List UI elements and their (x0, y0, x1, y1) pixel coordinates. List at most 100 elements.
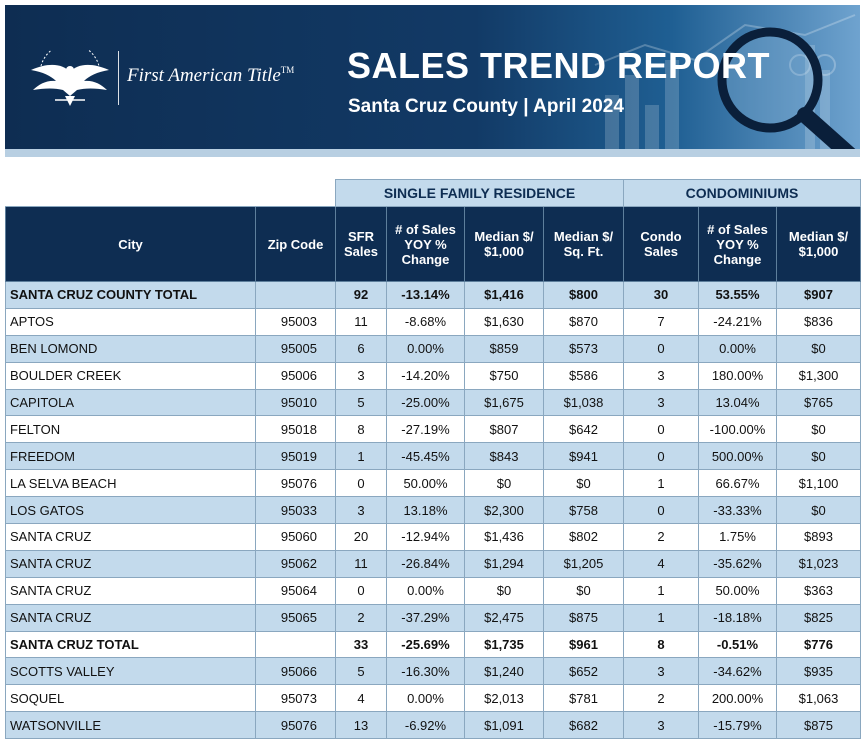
condo-yoy-cell: 50.00% (698, 576, 777, 605)
sfr-sales-cell: 2 (335, 603, 387, 632)
sfr-yoy-cell: -16.30% (386, 657, 465, 686)
table-row: SANTA CRUZ 95060 20 -12.94% $1,436 $802 2 1.75%… (5, 523, 861, 551)
condo-median-cell: $1,023 (776, 549, 861, 578)
condo-sales-cell: 0 (623, 334, 699, 363)
sfr-sqft-cell: $0 (543, 576, 624, 605)
table-row: LA SELVA BEACH 95076 0 50.00% $0 $0 1 66.67% $1,… (5, 469, 861, 498)
condo-median-cell: $1,100 (776, 469, 861, 498)
col-sfr-median-sqft-header: Median $/ Sq. Ft. (543, 206, 624, 282)
condo-yoy-cell: -34.62% (698, 657, 777, 686)
condo-yoy-cell: 200.00% (698, 684, 777, 713)
eagle-icon (31, 50, 109, 106)
zip-code-cell: 95010 (255, 388, 336, 417)
condo-median-cell: $875 (776, 711, 861, 740)
sfr-median-cell: $1,436 (464, 523, 544, 551)
report-banner: First American TitleTM SALES TREND REPOR… (5, 5, 860, 149)
col-sfr-sales-header: SFR Sales (335, 206, 387, 282)
sfr-median-cell: $859 (464, 334, 544, 363)
table-row: BOULDER CREEK 95006 3 -14.20% $750 $586 3 180.0… (5, 361, 861, 390)
col-city-header: City (5, 206, 256, 282)
zip-code-cell: 95005 (255, 334, 336, 363)
sfr-yoy-cell: 0.00% (386, 576, 465, 605)
condo-median-cell: $893 (776, 523, 861, 551)
table-row: APTOS 95003 11 -8.68% $1,630 $870 7 -24.21% $836 (5, 307, 861, 336)
city-cell: BOULDER CREEK (5, 361, 256, 390)
condo-median-cell: $1,300 (776, 361, 861, 390)
condo-yoy-cell: 13.04% (698, 388, 777, 417)
sfr-median-cell: $1,675 (464, 388, 544, 417)
condo-median-cell: $765 (776, 388, 861, 417)
logo-divider (118, 51, 119, 105)
sfr-median-cell: $2,013 (464, 684, 544, 713)
condo-yoy-cell: 0.00% (698, 334, 777, 363)
condo-median-cell: $935 (776, 657, 861, 686)
sfr-median-cell: $0 (464, 576, 544, 605)
sfr-sqft-cell: $875 (543, 603, 624, 632)
condo-sales-cell: 0 (623, 442, 699, 471)
condo-median-cell: $1,063 (776, 684, 861, 713)
condo-median-cell: $0 (776, 442, 861, 471)
group-header-sfr: SINGLE FAMILY RESIDENCE (335, 179, 624, 207)
report-title: SALES TREND REPORT (347, 45, 771, 86)
col-sfr-yoy-change-header: # of Sales YOY % Change (386, 206, 465, 282)
condo-median-cell: $363 (776, 576, 861, 605)
sfr-sales-cell: 4 (335, 684, 387, 713)
company-name: First American TitleTM (127, 65, 295, 86)
sfr-yoy-cell: -27.19% (386, 415, 465, 444)
condo-yoy-cell: -18.18% (698, 603, 777, 632)
city-cell: SCOTTS VALLEY (5, 657, 256, 686)
condo-sales-cell: 3 (623, 388, 699, 417)
zip-code-cell: 95064 (255, 576, 336, 605)
city-cell: SANTA CRUZ (5, 576, 256, 605)
condo-median-cell: $0 (776, 334, 861, 363)
sfr-sales-cell: 6 (335, 334, 387, 363)
sfr-median-cell: $750 (464, 361, 544, 390)
total-row: SANTA CRUZ TOTAL 33 -25.69% $1,735 $961 8 -0.5… (5, 630, 861, 659)
magnifier-icon (717, 27, 856, 149)
sfr-sales-cell: 3 (335, 361, 387, 390)
sfr-median-cell: $1,416 (464, 281, 544, 309)
condo-sales-cell: 8 (623, 630, 699, 659)
condo-sales-cell: 3 (623, 657, 699, 686)
sfr-median-cell: $0 (464, 469, 544, 498)
condo-median-cell: $0 (776, 496, 861, 525)
sfr-yoy-cell: -26.84% (386, 549, 465, 578)
sfr-yoy-cell: 0.00% (386, 684, 465, 713)
sfr-sqft-cell: $961 (543, 630, 624, 659)
condo-sales-cell: 3 (623, 711, 699, 740)
sfr-sqft-cell: $802 (543, 523, 624, 551)
sfr-yoy-cell: -45.45% (386, 442, 465, 471)
city-cell: SANTA CRUZ (5, 603, 256, 632)
zip-code-cell: 95076 (255, 711, 336, 740)
condo-sales-cell: 3 (623, 361, 699, 390)
sfr-sqft-cell: $1,205 (543, 549, 624, 578)
sfr-sqft-cell: $586 (543, 361, 624, 390)
table-row: SANTA CRUZ 95062 11 -26.84% $1,294 $1,205 4 -35… (5, 549, 861, 578)
sfr-median-cell: $1,240 (464, 657, 544, 686)
condo-median-cell: $907 (776, 281, 861, 309)
sfr-sqft-cell: $0 (543, 469, 624, 498)
sfr-sqft-cell: $652 (543, 657, 624, 686)
condo-yoy-cell: 180.00% (698, 361, 777, 390)
sfr-yoy-cell: 0.00% (386, 334, 465, 363)
sfr-median-cell: $843 (464, 442, 544, 471)
sfr-sales-cell: 0 (335, 576, 387, 605)
city-cell: APTOS (5, 307, 256, 336)
condo-sales-cell: 1 (623, 469, 699, 498)
condo-median-cell: $825 (776, 603, 861, 632)
table-row: FELTON 95018 8 -27.19% $807 $642 0 -100.00% $0 (5, 415, 861, 444)
condo-yoy-cell: -35.62% (698, 549, 777, 578)
sfr-sales-cell: 0 (335, 469, 387, 498)
condo-yoy-cell: -24.21% (698, 307, 777, 336)
sfr-sales-cell: 13 (335, 711, 387, 740)
total-row: SANTA CRUZ COUNTY TOTAL 92 -13.14% $1,416 $8… (5, 281, 861, 309)
condo-sales-cell: 0 (623, 496, 699, 525)
condo-median-cell: $776 (776, 630, 861, 659)
banner-decoration (594, 14, 856, 149)
sfr-sqft-cell: $781 (543, 684, 624, 713)
zip-code-cell (255, 630, 336, 659)
zip-code-cell: 95033 (255, 496, 336, 525)
zip-code-cell: 95018 (255, 415, 336, 444)
sfr-yoy-cell: -14.20% (386, 361, 465, 390)
table-row: CAPITOLA 95010 5 -25.00% $1,675 $1,038 3 13.04%… (5, 388, 861, 417)
